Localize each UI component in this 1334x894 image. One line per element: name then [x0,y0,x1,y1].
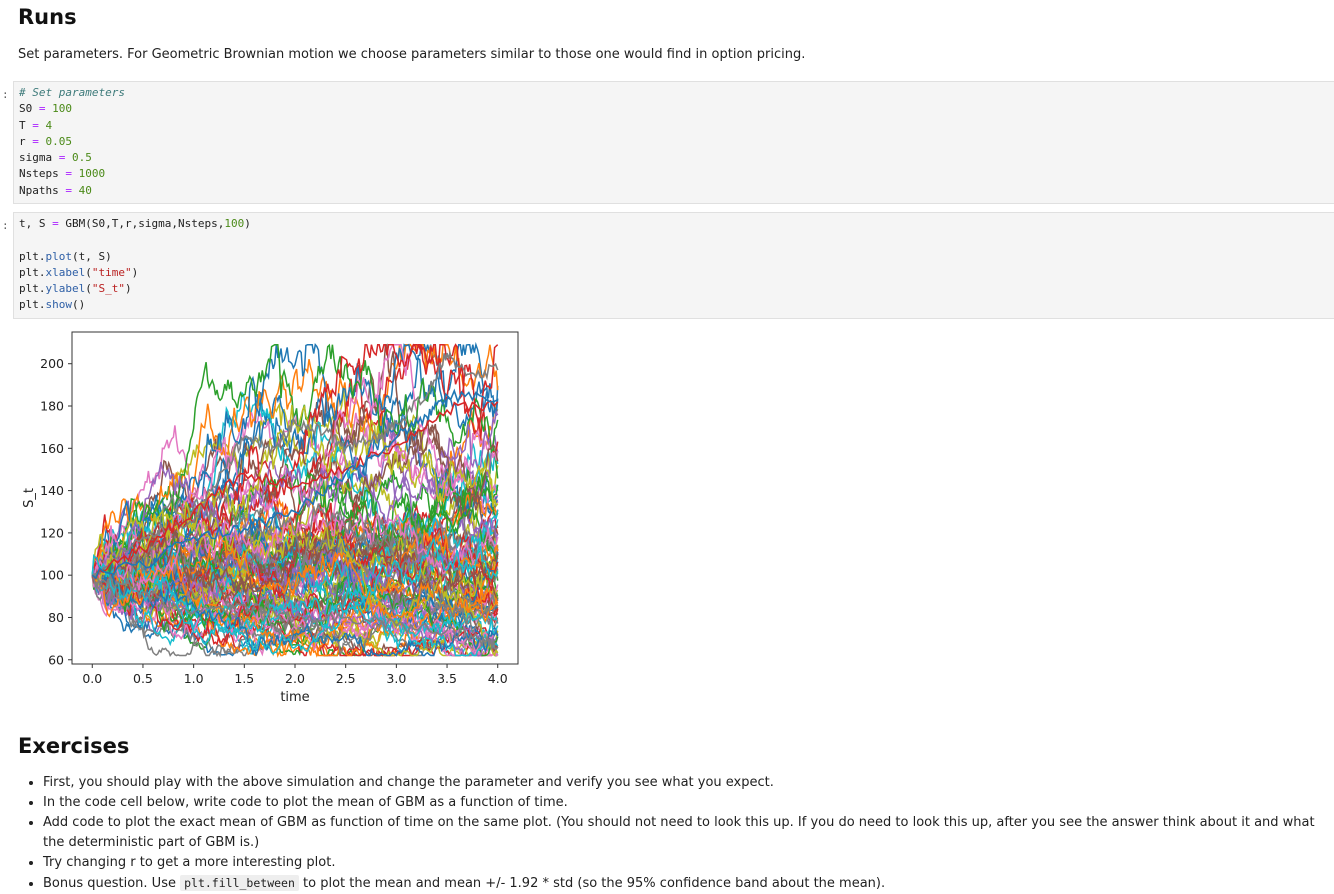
series-line [91,419,499,592]
cell1-prompt: : [2,88,9,101]
y-tick-label: 80 [48,610,64,625]
code-text: plt. [19,265,46,279]
x-tick-label: 1.0 [184,671,204,686]
code-var: Nsteps [19,167,59,181]
y-tick-label: 160 [40,441,64,456]
y-tick-label: 180 [40,399,64,414]
series-line [91,343,499,576]
series-group [91,341,499,658]
x-ticks: 0.0 0.5 1.0 1.5 2.0 2.5 3.0 3.5 4.0 [82,664,508,686]
series-line [91,533,499,623]
y-tick-label: 120 [40,525,64,540]
x-tick-label: 3.0 [386,671,406,686]
y-axis-label: S_t [22,488,37,508]
series-line [91,409,499,576]
x-tick-label: 2.0 [285,671,305,686]
y-ticks: 60 80 100 120 140 160 180 200 [40,356,72,667]
code-var: sigma [19,151,53,165]
list-text: Bonus question. Use [43,876,181,891]
code-text: GBM(S0,T,r,sigma,Nsteps, [58,217,225,230]
code-cell-plot[interactable]: t, S = GBM(S0,T,r,sigma,Nsteps,100) plt.… [13,212,1334,319]
code-var: r [19,134,26,148]
series-line-highlight [91,399,499,580]
x-axis-label: time [280,690,309,705]
y-tick-label: 100 [40,568,64,583]
code-operator: = [52,217,59,230]
code-text: plt. [19,298,46,312]
code-text: t, S [19,217,53,230]
series-line [91,560,499,657]
list-item: Bonus question. Use plt.fill_between to … [43,873,1334,894]
series-line-highlight [92,573,499,650]
highlight-series-group [91,349,499,650]
code-text: ) [244,217,251,230]
list-item: Try changing r to get a more interesting… [43,853,1334,873]
code-string: "time" [91,265,132,279]
code-cell-parameters[interactable]: # Set parameters S0 = 100 T = 4 r = 0.05… [13,81,1334,204]
series-line [92,566,499,657]
code-value: 0.05 [45,134,73,148]
code-comment: # Set parameters [19,86,125,99]
x-tick-label: 0.0 [82,671,102,686]
x-tick-label: 1.5 [234,671,254,686]
code-value: 1000 [78,167,106,181]
exercises-heading: Exercises [18,734,130,758]
y-tick-label: 140 [40,483,64,498]
code-value: 4 [45,118,53,132]
list-item: First, you should play with the above si… [43,773,1334,793]
x-tick-label: 2.5 [336,671,356,686]
x-tick-label: 4.0 [488,671,508,686]
code-function: show [45,298,73,312]
code-text: () [72,298,86,312]
exercise-list: First, you should play with the above si… [0,773,1334,894]
series-line [91,391,499,586]
series-line-highlight [91,388,499,580]
code-var: T [19,118,26,132]
gbm-line-chart: 0.0 0.5 1.0 1.5 2.0 2.5 3.0 3.5 4.0 60 80 100 120 14… [22,331,519,705]
series-line [91,343,499,588]
code-text: (t, S) [72,249,112,263]
code-value: 100 [224,217,245,230]
inline-code: plt.fill_between [180,875,299,891]
code-var: S0 [19,102,33,116]
cell2-prompt: : [2,219,9,232]
code-string: "S_t" [91,282,125,296]
code-value: 0.5 [72,151,92,165]
series-line [91,463,499,613]
code-var: Npaths [19,183,59,197]
code-text: plt. [19,282,46,296]
series-line [91,536,499,656]
series-line [91,558,499,649]
code-value: 40 [78,183,92,197]
series-line [91,527,499,626]
series-line [91,575,499,654]
x-tick-label: 0.5 [133,671,153,686]
code-function: xlabel [45,265,86,279]
code-value: 100 [52,102,72,116]
list-item: In the code cell below, write code to pl… [43,793,1334,813]
y-tick-label: 60 [48,652,64,667]
runs-heading: Runs [18,5,77,29]
y-tick-label: 200 [40,356,64,371]
code-text: plt. [19,249,46,263]
list-text: to plot the mean and mean +/- 1.92 * std… [298,876,886,891]
list-item: Add code to plot the exact mean of GBM a… [43,813,1334,853]
code-function: plot [45,249,73,263]
x-tick-label: 3.5 [437,671,457,686]
code-function: ylabel [45,282,86,296]
intro-paragraph: Set parameters. For Geometric Brownian m… [18,47,806,62]
